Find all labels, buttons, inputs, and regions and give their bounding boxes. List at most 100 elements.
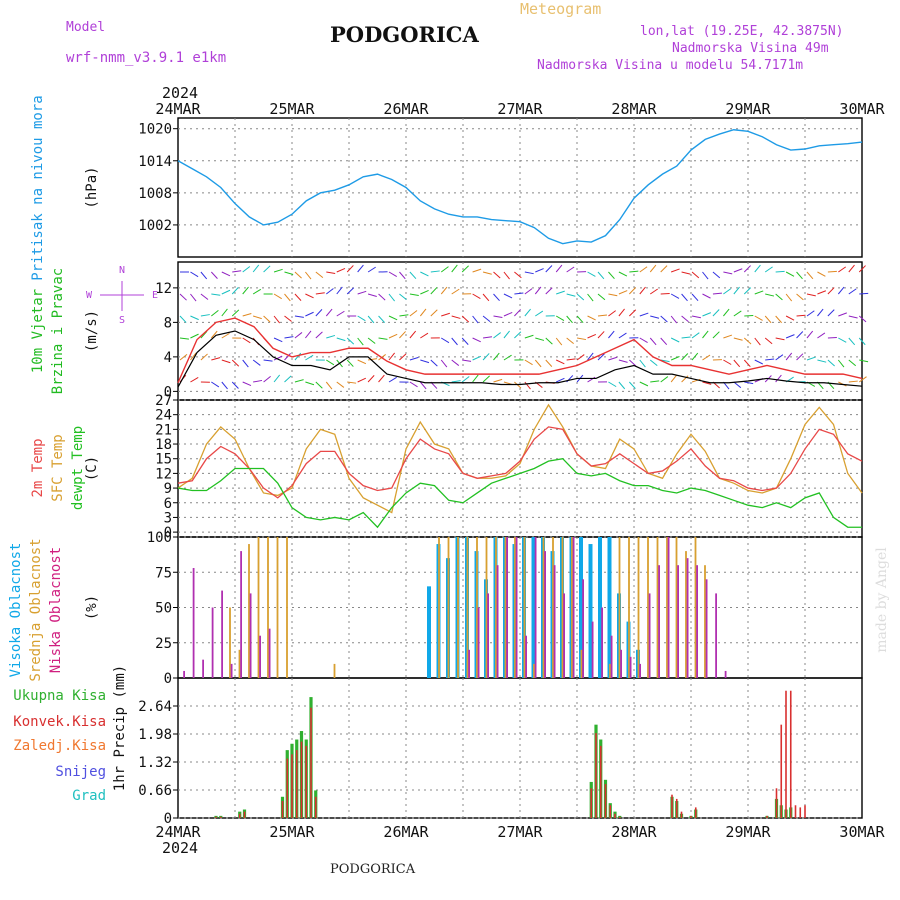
wind-arrow [210,330,218,339]
wind-arrow [837,359,845,368]
precip-bar-convective [794,805,797,818]
precip-bar-convective [310,707,312,818]
wind-arrow [628,381,636,389]
wind-arrow [325,381,333,390]
wind-arrow [618,271,628,277]
wind-arrow [545,337,553,345]
wind-arrow [430,359,438,367]
y-tick-label: 6 [164,496,172,512]
wind-arrow [399,293,407,301]
wind-arrow [587,315,596,321]
wind-arrow [775,354,784,361]
wind-arrow [315,331,323,339]
wind-arrow [211,293,221,296]
wind-arrow [723,271,733,275]
wind-arrow [482,353,490,361]
wind-arrow [336,267,346,273]
wind-arrow [221,359,231,364]
precip-bar-convective [780,724,783,818]
cloud-bar-low [658,565,660,678]
wind-arrow [858,315,867,323]
wind-arrow [785,352,793,361]
cloud-bar-low [487,593,489,678]
wind-arrow [785,293,793,302]
wind-arrow [388,271,398,278]
wind-arrow [639,286,646,295]
bottom-date-tick-label: 27MAR [497,823,543,841]
wind-arrow [743,359,751,368]
elevation-label: Nadmorska Visina 49m [672,41,829,56]
wind-arrow [294,293,302,301]
precip-bar-convective [590,788,593,818]
wind-arrow [472,374,479,383]
cloud-bar-mid [438,537,440,678]
cloud-bar-mid [618,537,621,678]
panel-label-cloud-2: Niska Oblacnost [48,547,64,673]
cloud-bar-low [468,649,470,678]
cloud-bar-low [230,663,233,678]
wind-arrow [482,293,490,302]
y-tick-label: 0 [164,671,172,687]
wind-arrow [764,315,772,324]
wind-arrow [368,358,378,361]
panel-frame [177,677,863,819]
wind-arrow [702,312,712,317]
cloud-bar-mid [580,649,583,678]
precip-bar-convective [291,754,293,818]
wind-arrow [221,308,228,317]
wind-arrow [587,293,594,302]
cloud-bar-high [598,537,602,678]
cloud-bar-high [579,537,583,678]
wind-arrow [566,337,574,345]
wind-arrow [420,359,430,364]
y-tick-label: 24 [155,408,172,424]
wind-arrow [576,293,585,301]
model-label: Model [66,20,106,35]
compass-east-label: E [152,290,158,301]
wind-arrow [838,312,847,317]
wind-arrow [378,293,386,301]
wind-arrow [200,331,208,339]
precip-bar-convective [238,813,241,818]
wind-arrow [231,309,240,317]
wind-arrow [294,352,302,361]
wind-arrow [315,309,323,317]
cloud-bar-low [639,663,641,678]
y-tick-label: 18 [155,437,172,453]
wind-arrow [221,271,231,277]
precip-bar-convective [599,745,602,818]
cloud-bar-low [240,551,242,678]
model-elevation-label: Nadmorska Visina u modelu 54.7171m [537,58,804,73]
wind-arrow [451,337,458,346]
wind-arrow [315,271,324,279]
top-date-tick-label: 24MAR [155,100,201,118]
y-tick-label: 1002 [138,218,172,234]
wind-arrow [764,266,773,273]
wind-arrow [409,356,419,361]
wind-arrow [670,293,680,299]
cloud-bar-mid [276,537,279,678]
wind-arrow [764,337,773,345]
wind-arrow [514,292,524,295]
wind-arrow [252,288,262,295]
wind-arrow [597,314,607,317]
lonlat-label: lon,lat (19.25E, 42.3875N) [640,24,844,39]
wind-arrow [650,380,660,383]
wind-arrow [785,334,795,339]
cloud-bar-low [525,635,527,678]
wind-arrow [649,359,658,367]
precip-legend-0: Ukupna Kisa [13,688,106,704]
cloud-bar-high [427,586,431,678]
wind-arrow [440,266,449,273]
wind-arrow [660,315,668,323]
cloud-bar-low [686,558,689,678]
wind-arrow [806,330,814,339]
series-line-temp-2m [177,426,863,499]
wind-arrow [796,314,806,317]
wind-arrow [524,308,531,317]
wind-arrow [357,377,367,383]
wind-arrow [649,288,659,295]
wind-arrow [430,309,438,317]
wind-arrow [273,374,281,383]
panel-label-temp-2: dewpt Temp [70,426,86,510]
